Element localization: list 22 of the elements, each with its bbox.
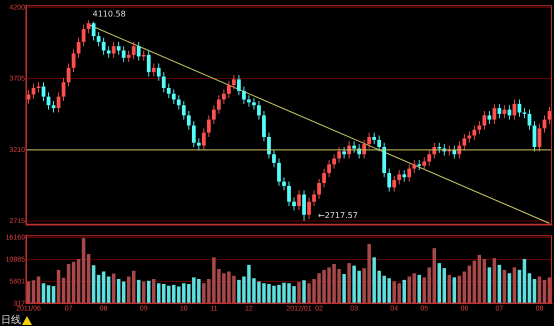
- bar: [112, 274, 116, 304]
- bar: [136, 280, 140, 304]
- bar: [402, 280, 406, 304]
- bar: [302, 280, 306, 304]
- bar: [488, 267, 492, 304]
- bar: [502, 270, 506, 304]
- bar: [498, 264, 502, 304]
- bar: [342, 274, 346, 304]
- bar: [448, 274, 452, 304]
- bar: [142, 282, 146, 304]
- bar: [452, 277, 456, 304]
- annotation: ←2717.57: [318, 210, 358, 220]
- bar: [508, 273, 512, 304]
- text: 日线: [1, 314, 21, 326]
- bar: [152, 279, 156, 304]
- bar: [146, 280, 150, 304]
- bar: [297, 282, 301, 304]
- bar: [512, 267, 516, 304]
- annotation: 4110.58: [92, 9, 126, 18]
- bar: [492, 258, 496, 304]
- bar: [347, 263, 351, 304]
- bar: [417, 274, 421, 304]
